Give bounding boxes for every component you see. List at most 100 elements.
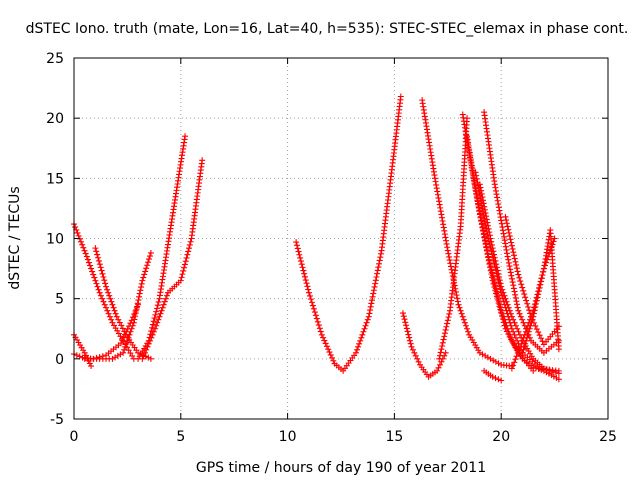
data-point (535, 291, 542, 298)
data-point (477, 214, 484, 221)
data-point (293, 242, 300, 249)
data-point (441, 227, 448, 234)
data-point (307, 296, 314, 303)
data-point (147, 337, 154, 344)
data-point (371, 283, 378, 290)
data-point (81, 349, 88, 356)
data-point (495, 270, 502, 277)
data-point (496, 303, 503, 310)
y-tick-label: 10 (46, 232, 64, 248)
data-point (512, 258, 519, 265)
data-point (509, 245, 516, 252)
x-tick-label: 0 (70, 429, 79, 445)
data-point (406, 334, 413, 341)
data-point (118, 322, 125, 329)
data-point (478, 221, 485, 228)
data-point (102, 280, 109, 287)
data-point (459, 313, 466, 320)
data-point (492, 184, 499, 191)
data-point (359, 331, 366, 338)
data-point (552, 369, 559, 376)
data-point (476, 211, 483, 218)
data-point (486, 229, 493, 236)
data-point (480, 231, 487, 238)
data-point (83, 253, 90, 260)
data-point (536, 284, 543, 291)
data-point (493, 290, 500, 297)
data-point (408, 343, 415, 350)
data-point (181, 264, 188, 271)
data-point (322, 340, 329, 347)
data-point (129, 322, 136, 329)
data-point (91, 274, 98, 281)
data-point (72, 224, 79, 231)
data-point (460, 114, 467, 121)
data-point (160, 301, 167, 308)
data-point (479, 224, 486, 231)
data-point (517, 313, 524, 320)
data-point (94, 251, 101, 258)
data-point (505, 304, 512, 311)
data-point (505, 259, 512, 266)
data-point (370, 287, 377, 294)
data-point (437, 204, 444, 211)
data-point (326, 349, 333, 356)
data-point (511, 341, 518, 348)
data-point (486, 232, 493, 239)
grid (74, 58, 608, 419)
data-point (482, 241, 489, 248)
data-point (479, 194, 486, 201)
data-point (432, 178, 439, 185)
data-point (158, 307, 165, 314)
data-point (485, 225, 492, 232)
y-tick-label: -5 (50, 412, 64, 428)
data-point (465, 328, 472, 335)
data-point (499, 224, 506, 231)
data-point (315, 322, 322, 329)
data-point (399, 310, 406, 317)
data-point (456, 304, 463, 311)
data-point (330, 357, 337, 364)
data-point (489, 373, 496, 380)
data-point (512, 356, 519, 363)
data-point (515, 328, 522, 335)
data-point (538, 278, 545, 285)
data-point (514, 268, 521, 275)
data-point (403, 325, 410, 332)
data-point (510, 282, 517, 289)
data-point (491, 251, 498, 258)
data-point (435, 364, 442, 371)
data-point (508, 272, 515, 279)
data-point (522, 294, 529, 301)
data-point (498, 309, 505, 316)
data-point (317, 328, 324, 335)
data-point (519, 316, 526, 323)
data-point (492, 287, 499, 294)
data-point (136, 293, 143, 300)
data-point (120, 349, 127, 356)
data-point (439, 217, 446, 224)
data-point (318, 331, 325, 338)
data-point (537, 281, 544, 288)
data-point (73, 352, 80, 359)
data-point (501, 233, 508, 240)
data-point (492, 358, 499, 365)
data-point (442, 326, 449, 333)
x-tick-label: 15 (385, 429, 403, 445)
data-point (511, 359, 518, 366)
data-point (438, 346, 445, 353)
data-point (512, 291, 519, 298)
x-tick-label: 25 (599, 429, 617, 445)
data-point (112, 354, 119, 361)
data-point (518, 281, 525, 288)
data-point (358, 334, 365, 341)
data-point (495, 300, 502, 307)
data-point (121, 346, 128, 353)
data-point (509, 275, 516, 282)
data-point (476, 181, 483, 188)
data-point (183, 254, 190, 261)
data-point (481, 237, 488, 244)
data-point (161, 298, 168, 305)
data-point (84, 256, 91, 263)
data-point (79, 241, 86, 248)
